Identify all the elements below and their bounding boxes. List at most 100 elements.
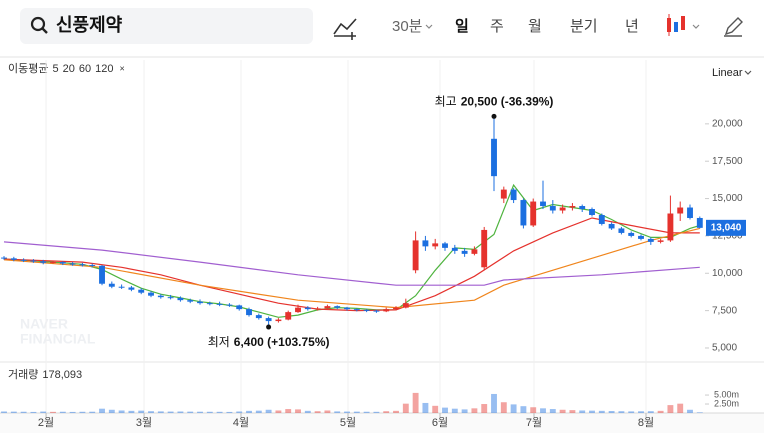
volume-bar	[530, 407, 537, 413]
price-tag	[706, 219, 746, 236]
volume-bar	[187, 411, 194, 413]
extreme-prefix: 최고	[435, 95, 457, 109]
volume-bar	[157, 411, 164, 413]
volume-bar	[304, 410, 311, 413]
draw-icon[interactable]	[724, 17, 743, 37]
volume-bar	[608, 411, 615, 413]
scale-chevron[interactable]	[744, 70, 752, 75]
candle-icon[interactable]	[674, 22, 678, 32]
candle-body	[559, 207, 566, 211]
y-tick-label: 20,000	[712, 118, 743, 129]
candle-body	[677, 207, 684, 214]
volume-bar	[451, 408, 458, 413]
extreme-prefix: 최저	[208, 335, 230, 349]
volume-bar	[432, 405, 439, 413]
candle-body	[50, 262, 56, 264]
volume-bar	[353, 411, 360, 413]
ma-line	[3, 227, 700, 309]
volume-bar	[236, 411, 243, 413]
volume-bar	[40, 411, 47, 413]
volume-y-tick-label: 5.00m	[714, 389, 739, 399]
period-tab[interactable]: 일	[455, 18, 469, 35]
period-tab[interactable]: 년	[625, 18, 639, 35]
x-axis-band	[0, 413, 764, 433]
candle-body	[569, 206, 576, 208]
volume-bar	[226, 411, 233, 413]
candle-body	[481, 229, 488, 268]
search-text[interactable]: 신풍제약	[56, 14, 123, 35]
volume-legend-title: 거래량	[8, 368, 38, 381]
volume-legend-value: 178,093	[42, 369, 82, 381]
volume-bar	[657, 410, 664, 413]
volume-bar	[344, 411, 350, 413]
candle-body	[510, 189, 517, 201]
interval-chevron[interactable]	[425, 24, 433, 29]
candle-body	[314, 308, 321, 310]
volume-bar	[99, 408, 105, 413]
candle-body	[10, 258, 17, 260]
candle-body	[373, 310, 380, 312]
candle-body	[206, 303, 213, 305]
volume-bar	[471, 408, 478, 413]
volume-bar	[30, 411, 37, 413]
candle-body	[148, 292, 154, 296]
candle-body	[344, 307, 350, 310]
candle-icon[interactable]	[681, 16, 685, 30]
period-tab[interactable]: 주	[490, 18, 504, 35]
chart-type-chevron[interactable]	[692, 24, 700, 29]
candle-body	[275, 319, 282, 322]
x-tick-label: 6월	[432, 416, 448, 429]
volume-bar	[295, 409, 301, 413]
candle-body	[197, 301, 203, 304]
volume-bar	[520, 406, 527, 413]
volume-bar	[314, 411, 321, 413]
indicator-icon[interactable]	[333, 18, 357, 40]
candle-body	[402, 303, 409, 308]
candle-body	[442, 243, 448, 248]
interval-button[interactable]: 30분	[392, 18, 423, 35]
search-box[interactable]	[20, 8, 313, 44]
volume-bar	[79, 411, 86, 413]
volume-bar	[598, 410, 605, 413]
candle-body	[549, 206, 556, 211]
volume-bar	[128, 410, 135, 413]
volume-bar	[569, 410, 576, 413]
price-tag-label: 13,040	[711, 222, 742, 233]
period-tab[interactable]: 분기	[570, 18, 598, 35]
volume-bar	[167, 411, 174, 413]
candle-body	[393, 307, 399, 310]
candle-body	[255, 315, 262, 319]
extreme-dot	[491, 113, 497, 119]
candle-body	[89, 265, 96, 267]
volume-bar	[108, 409, 115, 413]
watermark: FINANCIAL	[20, 331, 96, 347]
candle-body	[608, 223, 615, 229]
candle-body	[40, 261, 47, 263]
volume-bar	[69, 411, 76, 413]
watermark: NAVER	[20, 316, 68, 332]
x-tick-label: 4월	[233, 416, 249, 429]
volume-bar	[1, 411, 7, 413]
volume-bar	[206, 411, 213, 413]
legend-entry: 5	[52, 63, 58, 75]
y-tick-label: 12,500	[712, 231, 743, 242]
ma-legend-title: 이동평균	[8, 62, 48, 75]
search-icon	[41, 27, 48, 34]
volume-bar	[589, 410, 595, 413]
period-tab[interactable]: 월	[528, 18, 542, 35]
candle-body	[500, 189, 507, 199]
candle-body	[520, 200, 527, 226]
candle-body	[618, 228, 625, 233]
y-tick-label: 17,500	[712, 156, 743, 167]
x-tick-label: 5월	[340, 416, 356, 429]
volume-bar	[216, 411, 223, 413]
candle-body	[118, 286, 125, 288]
candle-body	[236, 305, 243, 310]
candle-body	[461, 250, 468, 254]
scale-button[interactable]: Linear	[712, 67, 743, 79]
candle-body	[128, 287, 135, 290]
candle-body	[412, 240, 419, 271]
volume-y-tick-label: 2.50m	[714, 398, 739, 408]
